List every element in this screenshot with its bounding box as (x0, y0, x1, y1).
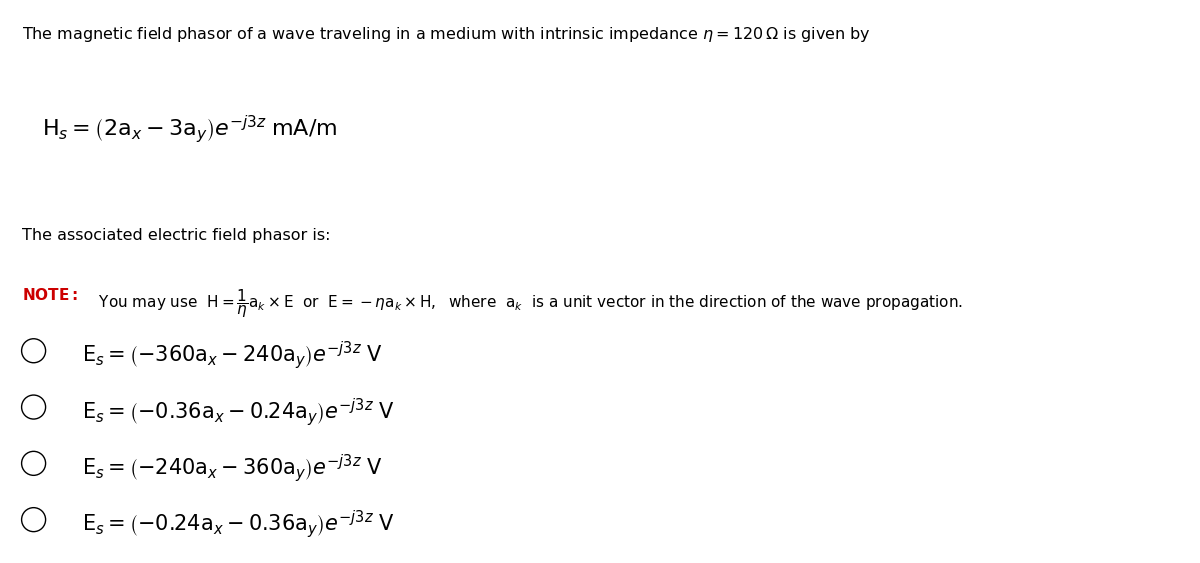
Text: $\mathrm{H}_{s} = \left(2\mathrm{a}_{x} - 3\mathrm{a}_{y}\right)e^{-j3z}\;\mathr: $\mathrm{H}_{s} = \left(2\mathrm{a}_{x} … (42, 113, 337, 145)
Text: You may use  $\mathrm{H} = \dfrac{1}{\eta}\mathrm{a}_{k} \times \mathrm{E}$  or : You may use $\mathrm{H} = \dfrac{1}{\eta… (89, 287, 962, 320)
Text: The magnetic field phasor of a wave traveling in a medium with intrinsic impedan: The magnetic field phasor of a wave trav… (22, 25, 870, 44)
Text: $\mathrm{E}_{s} = \left(-0.36\mathrm{a}_{x} - 0.24\mathrm{a}_{y}\right)e^{-j3z}\: $\mathrm{E}_{s} = \left(-0.36\mathrm{a}_… (82, 396, 394, 428)
Text: $\mathbf{NOTE:}$: $\mathbf{NOTE:}$ (22, 287, 78, 303)
Text: $\mathrm{E}_{s} = \left(-0.24\mathrm{a}_{x} - 0.36\mathrm{a}_{y}\right)e^{-j3z}\: $\mathrm{E}_{s} = \left(-0.24\mathrm{a}_… (82, 508, 394, 540)
Text: $\mathrm{E}_{s} = \left(-360\mathrm{a}_{x} - 240\mathrm{a}_{y}\right)e^{-j3z}\;\: $\mathrm{E}_{s} = \left(-360\mathrm{a}_{… (82, 339, 382, 372)
Text: $\mathrm{E}_{s} = \left(-240\mathrm{a}_{x} - 360\mathrm{a}_{y}\right)e^{-j3z}\;\: $\mathrm{E}_{s} = \left(-240\mathrm{a}_{… (82, 452, 382, 484)
Text: The associated electric field phasor is:: The associated electric field phasor is: (22, 228, 330, 243)
